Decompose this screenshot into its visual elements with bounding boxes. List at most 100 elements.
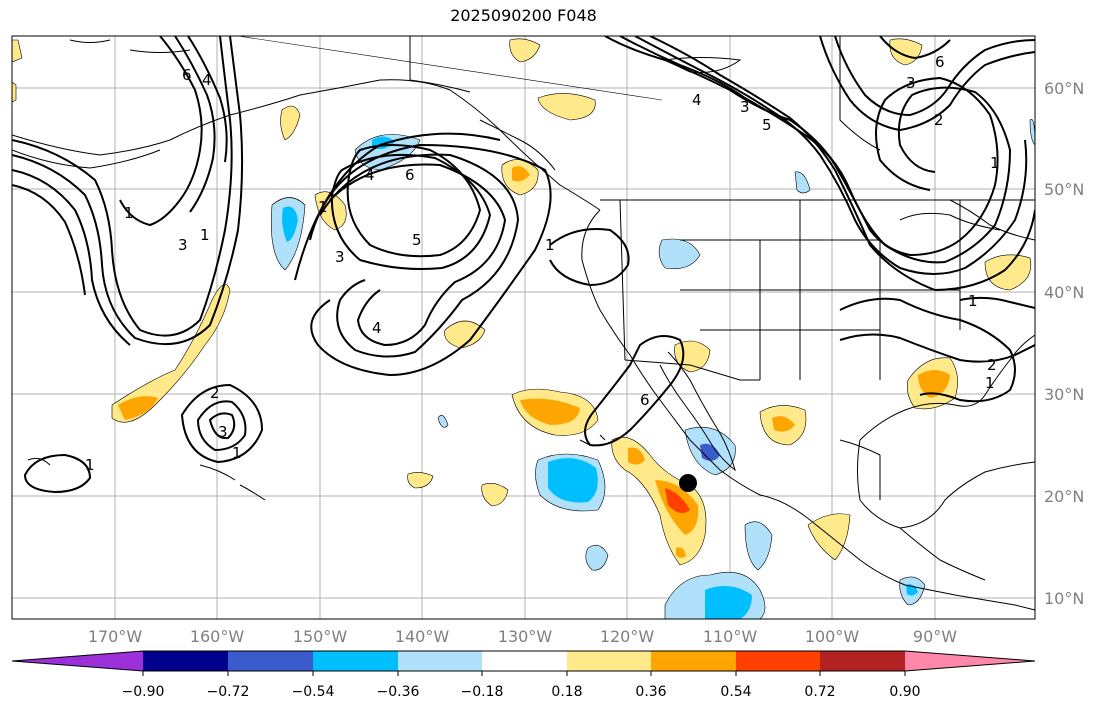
colorbar-extend-low — [12, 651, 143, 671]
contour-label: 4 — [692, 91, 702, 109]
positive-anomaly-patch — [280, 105, 301, 141]
negative-anomaly-patch — [1029, 118, 1035, 146]
colorbar-segment — [567, 651, 651, 671]
negative-anomaly-patch — [700, 443, 720, 461]
contour-line — [549, 228, 630, 287]
positive-anomaly-patch — [444, 320, 486, 349]
contour-line — [294, 132, 501, 281]
positive-anomaly-patch — [772, 416, 795, 432]
contour-label: 1 — [318, 198, 328, 216]
contour-labels: 6 4 3 1 4 6 5 3 1 4 1 2 3 1 1 1 6 3 5 4 … — [85, 53, 1000, 474]
contour-line — [12, 184, 86, 296]
positive-anomaly-patch — [512, 166, 530, 182]
contour-line — [12, 36, 233, 337]
lat-label-30n: 30°N — [1044, 385, 1084, 404]
contour-label: 6 — [405, 166, 415, 184]
latitude-labels: 60°N 50°N 40°N 30°N 20°N 10°N — [1044, 79, 1084, 608]
colorbar-segment — [228, 651, 313, 671]
colorbar-segment — [820, 651, 905, 671]
positive-anomaly-patch — [12, 39, 23, 63]
negative-anomaly-patch — [658, 238, 701, 269]
negative-anomaly-patch — [585, 544, 609, 571]
positive-anomaly-patch — [676, 547, 686, 558]
contour-label: 3 — [178, 236, 188, 254]
contour-label: 6 — [182, 66, 192, 84]
positive-anomaly-patch — [520, 398, 580, 425]
map-frame — [11, 35, 1036, 620]
colorbar-tick-label: 0.36 — [635, 684, 666, 700]
colorbar-segment — [651, 651, 736, 671]
contour-line — [187, 36, 228, 163]
contour-label: 3 — [740, 98, 750, 116]
contour-line — [309, 143, 552, 377]
positive-anomaly-patch — [111, 284, 231, 423]
lon-label-150w: 150°W — [293, 627, 348, 646]
contour-label: 4 — [202, 71, 212, 89]
lat-label-10n: 10°N — [1044, 589, 1084, 608]
contour-label: 2 — [934, 111, 944, 129]
contour-line — [839, 333, 1035, 363]
contour-label: 4 — [372, 319, 382, 337]
contour-label: 1 — [545, 236, 555, 254]
colorbar: −0.90 −0.72 −0.54 −0.36 −0.18 0.18 0.36 … — [11, 650, 1036, 700]
positive-anomaly-patch — [12, 81, 17, 103]
colorbar-tick-label: 0.72 — [804, 684, 835, 700]
contour-label: 4 — [365, 166, 375, 184]
positive-anomaly-patch — [665, 488, 690, 514]
contour-label: 6 — [640, 391, 650, 409]
contour-label: 2 — [987, 356, 997, 374]
positive-anomaly-patch — [611, 436, 707, 566]
contour-label: 6 — [935, 53, 945, 71]
positive-anomaly-patch — [984, 254, 1032, 291]
contour-label: 1 — [985, 374, 995, 392]
colorbar-segment — [736, 651, 820, 671]
contour-line — [319, 153, 520, 358]
contour-line — [12, 169, 131, 346]
contour-line — [208, 412, 236, 440]
map-title: 2025090200 F048 — [450, 6, 597, 25]
colorbar-tick-label: −0.18 — [461, 684, 504, 700]
colorbar-extend-high — [905, 651, 1035, 671]
negative-anomaly-patch — [744, 521, 773, 571]
contour-label: 5 — [412, 231, 422, 249]
contour-line — [819, 36, 1035, 132]
colorbar-tick-label: −0.72 — [207, 684, 250, 700]
negative-anomaly-patch — [282, 206, 298, 242]
positive-anomaly-patch — [407, 472, 434, 489]
colorbar-tick-label: −0.36 — [377, 684, 420, 700]
colorbar-tick-label: 0.54 — [720, 684, 751, 700]
contour-label: 5 — [762, 116, 772, 134]
contour-label: 1 — [232, 444, 242, 462]
lat-label-40n: 40°N — [1044, 283, 1084, 302]
colorbar-tick-label: 0.18 — [551, 684, 582, 700]
negative-anomaly-patch — [705, 586, 752, 619]
contour-label: 1 — [85, 456, 95, 474]
lon-label-170w: 170°W — [88, 627, 143, 646]
contour-line — [12, 36, 244, 346]
lon-label-160w: 160°W — [190, 627, 245, 646]
contour-line — [180, 383, 264, 464]
negative-anomaly-patch — [794, 171, 811, 194]
lat-label-60n: 60°N — [1044, 79, 1084, 98]
positive-anomaly-patch — [918, 370, 950, 398]
contour-label: 1 — [968, 292, 978, 310]
contour-label: 1 — [200, 226, 210, 244]
positive-anomaly-patch — [628, 447, 645, 465]
contour-line — [834, 36, 1035, 117]
contour-line — [879, 36, 951, 60]
colorbar-tick-label: −0.54 — [292, 684, 335, 700]
positive-anomaly-patch — [537, 93, 596, 121]
contour-lines — [12, 36, 1035, 494]
positive-anomaly-patch — [807, 513, 851, 561]
contour-label: 3 — [335, 248, 345, 266]
lat-label-20n: 20°N — [1044, 487, 1084, 506]
contour-line — [23, 453, 92, 494]
contour-line — [174, 36, 216, 213]
contour-line — [584, 335, 685, 447]
negative-anomaly-patch — [437, 414, 449, 428]
contour-line — [649, 36, 1035, 292]
colorbar-segment — [398, 651, 482, 671]
anomaly-shading — [12, 36, 1035, 619]
contour-line — [196, 400, 247, 452]
